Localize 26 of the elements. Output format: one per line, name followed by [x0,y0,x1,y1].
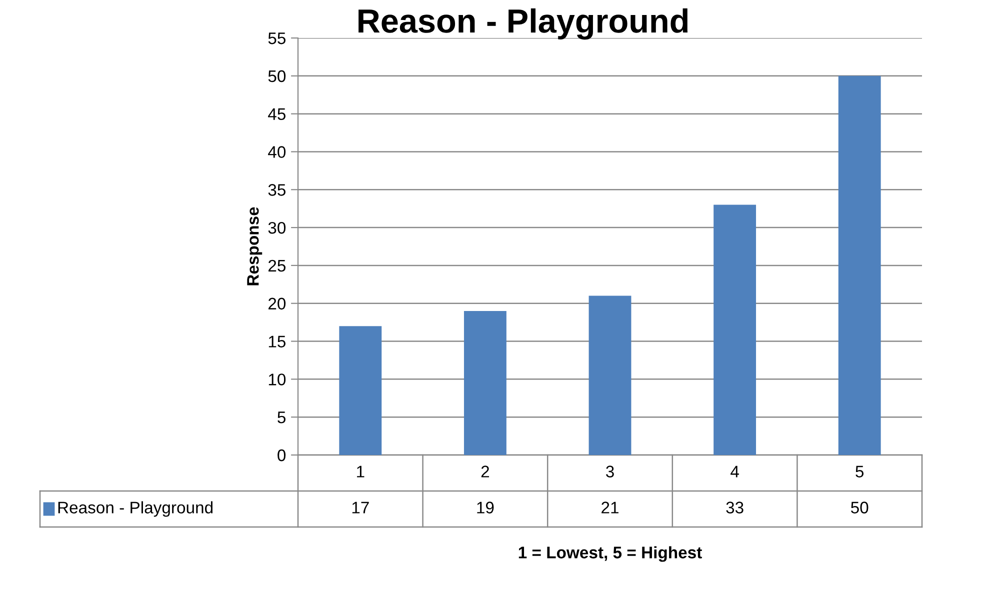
y-tick-label: 35 [268,184,286,196]
y-axis-title: Response [247,207,262,286]
data-label: 21 [602,502,618,514]
x-tick-label: 2 [481,466,489,478]
data-label: 17 [352,502,369,514]
y-tick-label: 40 [268,146,286,158]
y-tick-label: 55 [268,32,286,44]
y-tick-label: 5 [278,412,286,424]
y-tick-label: 30 [268,222,286,234]
data-label: 50 [851,502,868,514]
y-tick-label: 50 [268,70,286,82]
x-tick-label: 5 [856,466,864,478]
x-tick-label: 3 [606,466,614,478]
y-tick-label: 0 [278,449,286,462]
x-tick-label: 4 [730,466,739,478]
legend-label: Reason - Playground [58,501,212,517]
x-axis-title: 1 = Lowest, 5 = Highest [518,546,702,562]
data-label: 19 [477,502,494,514]
chart-title: Reason - Playground [358,8,688,40]
y-tick-label: 25 [268,260,286,272]
x-tick-label: 1 [357,466,364,478]
y-tick-label: 15 [268,336,286,348]
y-tick-label: 20 [268,298,286,310]
y-tick-label: 10 [268,374,286,386]
y-tick-label: 45 [268,108,286,120]
data-label: 33 [726,502,744,514]
